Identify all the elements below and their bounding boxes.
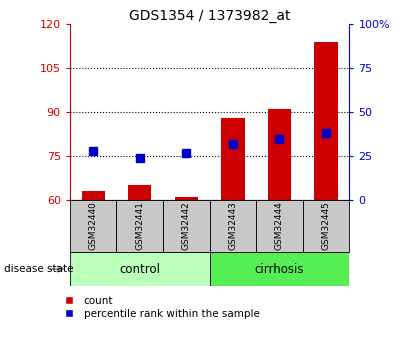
Text: GSM32443: GSM32443 (229, 201, 238, 250)
Title: GDS1354 / 1373982_at: GDS1354 / 1373982_at (129, 9, 290, 23)
Bar (303, 200, 349, 252)
Bar (163, 200, 210, 252)
Bar (268, 109, 291, 200)
Bar (221, 118, 245, 200)
Text: GSM32444: GSM32444 (275, 201, 284, 250)
Bar (175, 197, 198, 200)
Legend: count, percentile rank within the sample: count, percentile rank within the sample (55, 292, 264, 323)
Bar (210, 252, 349, 286)
Text: GSM32441: GSM32441 (135, 201, 144, 250)
Text: GSM32445: GSM32445 (321, 201, 330, 250)
Text: GSM32440: GSM32440 (89, 201, 98, 250)
Bar (70, 252, 210, 286)
Text: GSM32442: GSM32442 (182, 201, 191, 250)
Bar (116, 200, 163, 252)
Bar (314, 42, 338, 200)
Bar (256, 200, 303, 252)
Text: disease state: disease state (4, 264, 74, 274)
Bar (128, 186, 151, 200)
Bar (210, 200, 256, 252)
Text: cirrhosis: cirrhosis (255, 263, 304, 276)
Bar (70, 200, 116, 252)
Bar (81, 191, 105, 200)
Text: control: control (119, 263, 160, 276)
